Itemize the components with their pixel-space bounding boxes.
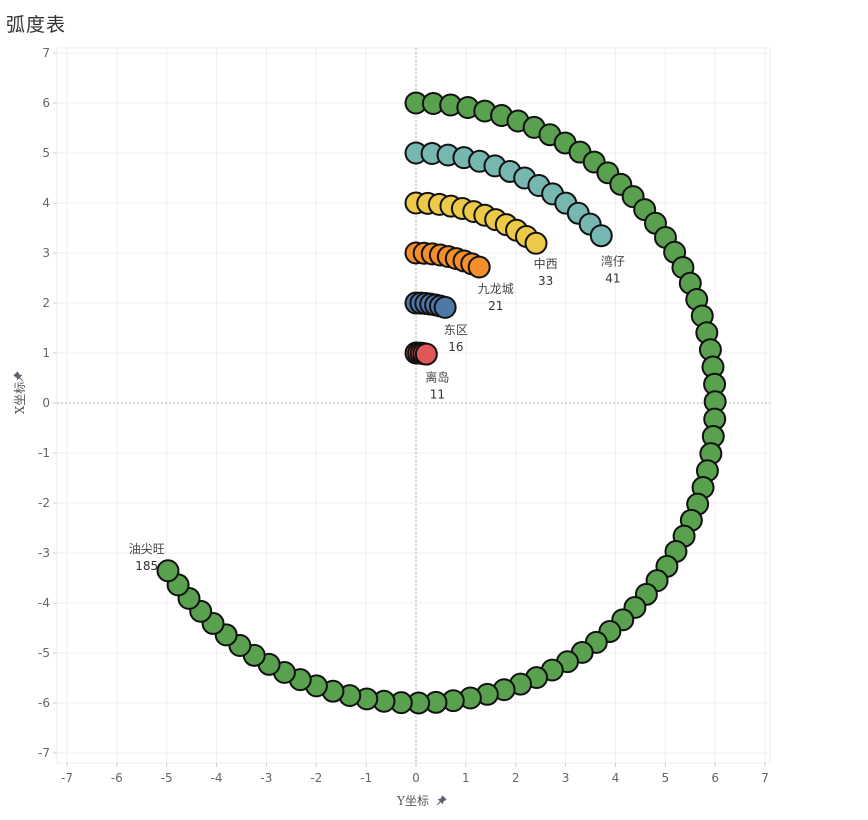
x-tick-label: 5 [661, 771, 669, 785]
series-湾仔 [404, 141, 613, 248]
data-point[interactable] [467, 255, 491, 279]
y-tick-label: 6 [42, 96, 50, 110]
x-axis-pin-icon[interactable] [434, 795, 447, 808]
y-tick-label: -6 [38, 696, 50, 710]
data-label-name: 油尖旺 [129, 542, 165, 556]
data-point[interactable] [589, 224, 613, 248]
y-tick-label: -4 [38, 596, 50, 610]
y-tick-label: 0 [42, 396, 50, 410]
series-离岛 [404, 341, 438, 366]
x-tick-label: -7 [61, 771, 73, 785]
x-tick-label: 2 [512, 771, 520, 785]
series-东区 [404, 291, 457, 319]
x-tick-label: -5 [161, 771, 173, 785]
y-tick-label: -5 [38, 646, 50, 660]
data-label-name: 九龙城 [478, 282, 514, 296]
data-point[interactable] [433, 295, 457, 319]
x-tick-label: -4 [211, 771, 223, 785]
series-油尖旺 [156, 91, 727, 715]
data-label-name: 中西 [534, 256, 558, 271]
data-label-value: 185 [135, 559, 158, 573]
y-tick-label: 2 [42, 296, 50, 310]
y-axis-ticks: 7 6 5 4 3 2 1 0 -1 -2 -3 -4 -5 -6 -7 [38, 46, 57, 760]
x-tick-label: 0 [412, 771, 420, 785]
y-tick-label: 4 [42, 196, 50, 210]
y-tick-label: 3 [42, 246, 50, 260]
x-tick-label: -3 [260, 771, 272, 785]
page-title: 弧度表 [6, 14, 67, 36]
data-label-value: 11 [430, 388, 445, 402]
y-tick-label: -1 [38, 446, 50, 460]
data-label-value: 33 [538, 274, 553, 288]
series-九龙城 [404, 241, 491, 279]
y-tick-label: -2 [38, 496, 50, 510]
x-tick-label: 1 [462, 771, 470, 785]
data-marks [156, 91, 727, 715]
y-tick-label: 1 [42, 346, 50, 360]
plot-frame [56, 47, 771, 764]
data-label-name: 东区 [444, 323, 468, 337]
x-tick-label: 4 [612, 771, 620, 785]
x-axis-title: Y坐标 [396, 794, 429, 808]
x-tick-label: 7 [761, 771, 769, 785]
data-label-name: 湾仔 [601, 254, 625, 269]
y-tick-label: -3 [38, 546, 50, 560]
series-中西 [404, 191, 548, 255]
x-axis-ticks: -7 -6 -5 -4 -3 -2 -1 0 1 2 3 4 5 6 7 [61, 763, 769, 785]
data-label-value: 21 [488, 299, 503, 313]
x-tick-label: 3 [562, 771, 570, 785]
data-label-value: 41 [605, 272, 620, 286]
data-label-name: 离岛 [425, 370, 449, 385]
y-tick-label: 7 [42, 46, 50, 60]
y-axis-title: X坐标 [13, 382, 27, 415]
x-tick-label: -1 [360, 771, 372, 785]
data-point[interactable] [524, 231, 548, 255]
reference-lines [57, 48, 770, 763]
y-axis-pin-icon[interactable] [13, 371, 26, 384]
data-point[interactable] [156, 559, 180, 583]
y-tick-label: -7 [38, 746, 50, 760]
data-point[interactable] [414, 342, 438, 366]
x-tick-label: -2 [310, 771, 322, 785]
y-tick-label: 5 [42, 146, 50, 160]
x-tick-label: -6 [111, 771, 123, 785]
data-label-value: 16 [448, 340, 463, 354]
data-labels: 油尖旺 185 湾仔 41 中西 33 九龙城 21 东区 16 离岛 11 [129, 254, 625, 574]
x-tick-label: 6 [711, 771, 719, 785]
